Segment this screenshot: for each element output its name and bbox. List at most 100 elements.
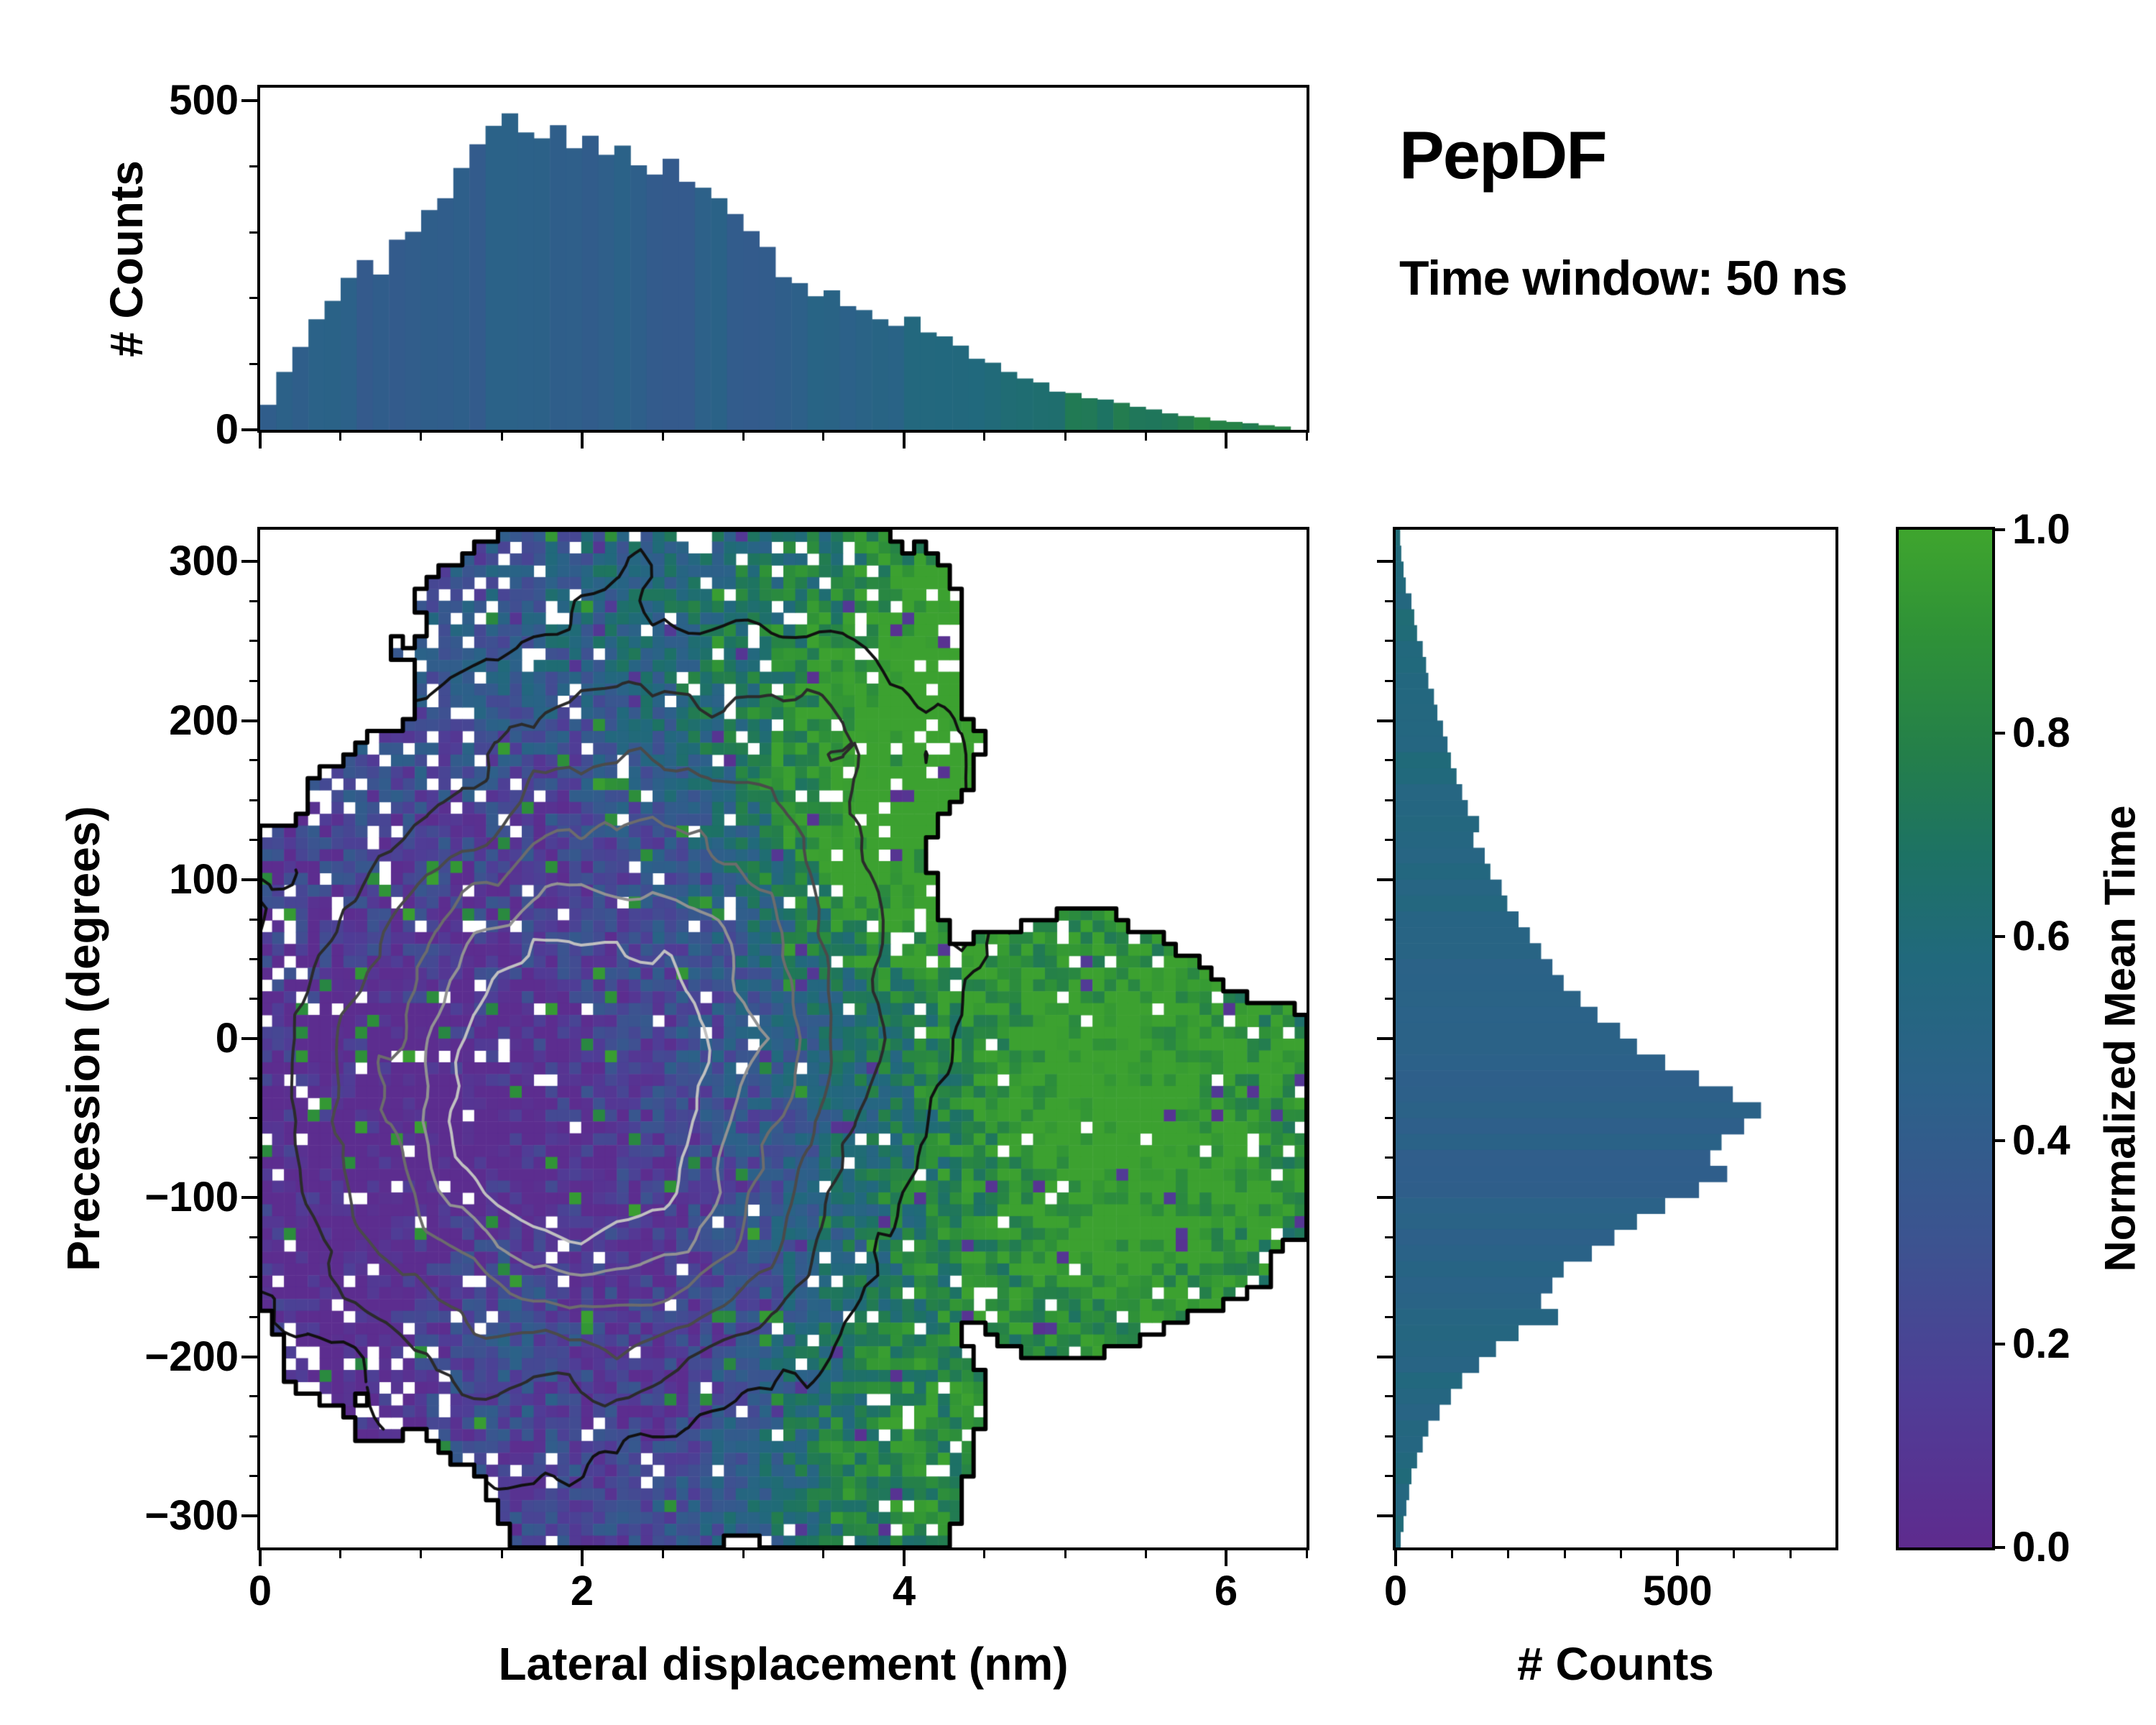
tick-label: 0 xyxy=(215,1015,239,1062)
tick-mark xyxy=(241,1196,257,1200)
tick-mark xyxy=(1676,1550,1680,1566)
right-histogram-canvas xyxy=(1396,530,1835,1547)
top-histogram-canvas xyxy=(260,88,1307,430)
tick-mark xyxy=(249,640,257,643)
tick-mark xyxy=(1064,433,1067,441)
tick-mark xyxy=(249,1077,257,1080)
colorbar: 0.0 0.2 0.4 0.6 0.8 1.0 xyxy=(1896,509,2070,1568)
tick-mark xyxy=(241,99,257,103)
tick-mark xyxy=(249,297,257,300)
tick-mark xyxy=(241,1037,257,1040)
tick-mark xyxy=(1385,957,1393,960)
main-y-axis-label: Precession (degrees) xyxy=(57,806,109,1271)
tick-mark xyxy=(249,957,257,960)
tick-mark xyxy=(259,1550,262,1566)
tick-mark xyxy=(1225,1550,1227,1566)
tick-mark xyxy=(249,1156,257,1159)
top-hist-y-axis-label: # Counts xyxy=(101,160,152,357)
tick-mark xyxy=(1385,640,1393,643)
tick-mark xyxy=(249,362,257,365)
tick-label: 100 xyxy=(169,855,239,903)
tick-label: 0.6 xyxy=(2012,913,2070,960)
tick-mark xyxy=(249,679,257,682)
tick-mark xyxy=(902,433,906,448)
tick-mark xyxy=(1064,1550,1067,1558)
tick-mark xyxy=(1507,1550,1510,1558)
tick-mark xyxy=(1992,1138,2005,1142)
tick-mark xyxy=(249,1117,257,1120)
tick-mark xyxy=(1992,935,2005,939)
tick-mark xyxy=(249,998,257,1000)
tick-mark xyxy=(742,1550,745,1558)
tick-mark xyxy=(1144,433,1147,441)
heatmap-canvas xyxy=(260,530,1307,1547)
tick-mark xyxy=(661,1550,664,1558)
tick-label: 0.4 xyxy=(2012,1116,2070,1164)
tick-mark xyxy=(1450,1550,1453,1558)
tick-mark xyxy=(1385,998,1393,1000)
tick-mark xyxy=(241,560,257,564)
tick-mark xyxy=(1385,759,1393,762)
tick-label: 6 xyxy=(1214,1568,1238,1614)
tick-mark xyxy=(580,1550,584,1566)
tick-mark xyxy=(241,719,257,722)
tick-mark xyxy=(822,1550,825,1558)
tick-mark xyxy=(420,433,423,441)
tick-mark xyxy=(1385,1395,1393,1398)
tick-mark xyxy=(1385,1077,1393,1080)
tick-mark xyxy=(241,1355,257,1358)
tick-mark xyxy=(661,433,664,441)
tick-mark xyxy=(1385,1435,1393,1438)
tick-mark xyxy=(1385,679,1393,682)
colorbar-label: Normalized Mean Time xyxy=(2096,805,2145,1272)
tick-mark xyxy=(1305,1550,1308,1558)
tick-mark xyxy=(249,799,257,801)
tick-label: 0.8 xyxy=(2012,709,2070,757)
tick-mark xyxy=(1385,799,1393,801)
tick-mark xyxy=(249,231,257,234)
tick-mark xyxy=(249,1315,257,1318)
tick-mark xyxy=(1385,838,1393,841)
tick-mark xyxy=(1377,878,1393,881)
tick-mark xyxy=(241,1514,257,1517)
tick-mark xyxy=(500,1550,503,1558)
tick-mark xyxy=(1377,1514,1393,1517)
tick-mark xyxy=(1563,1550,1566,1558)
tick-mark xyxy=(742,433,745,441)
tick-mark xyxy=(249,918,257,921)
tick-mark xyxy=(580,433,584,448)
tick-label: 0.2 xyxy=(2012,1320,2070,1367)
tick-mark xyxy=(1385,1474,1393,1477)
tick-mark xyxy=(1377,560,1393,564)
tick-mark xyxy=(1385,1276,1393,1279)
tick-label: 500 xyxy=(1642,1568,1713,1614)
tick-mark xyxy=(420,1550,423,1558)
tick-mark xyxy=(1305,433,1308,441)
tick-mark xyxy=(1394,1550,1397,1566)
tick-mark xyxy=(1385,1315,1393,1318)
right-hist-x-axis-label: # Counts xyxy=(1517,1638,1714,1690)
tick-mark xyxy=(339,433,342,441)
tick-mark xyxy=(1992,528,2005,531)
tick-label: 0 xyxy=(248,1568,272,1614)
tick-mark xyxy=(1385,1236,1393,1239)
tick-mark xyxy=(500,433,503,441)
tick-mark xyxy=(249,1236,257,1239)
tick-label: −200 xyxy=(144,1333,239,1380)
tick-label: −100 xyxy=(144,1174,239,1221)
tick-mark xyxy=(1144,1550,1147,1558)
main-x-axis-label: Lateral displacement (nm) xyxy=(498,1638,1069,1690)
tick-mark xyxy=(983,433,986,441)
tick-mark xyxy=(241,428,257,431)
figure-subtitle: Time window: 50 ns xyxy=(1399,251,1848,305)
heatmap-panel: 0 2 4 6 300 200 100 0 −100 −200 −300 xyxy=(144,527,1309,1612)
tick-mark xyxy=(1620,1550,1623,1558)
tick-mark xyxy=(249,1276,257,1279)
tick-mark xyxy=(822,433,825,441)
tick-mark xyxy=(1385,1117,1393,1120)
tick-label: 300 xyxy=(169,538,239,585)
tick-mark xyxy=(983,1550,986,1558)
tick-mark xyxy=(1385,918,1393,921)
tick-label: −300 xyxy=(144,1491,239,1539)
